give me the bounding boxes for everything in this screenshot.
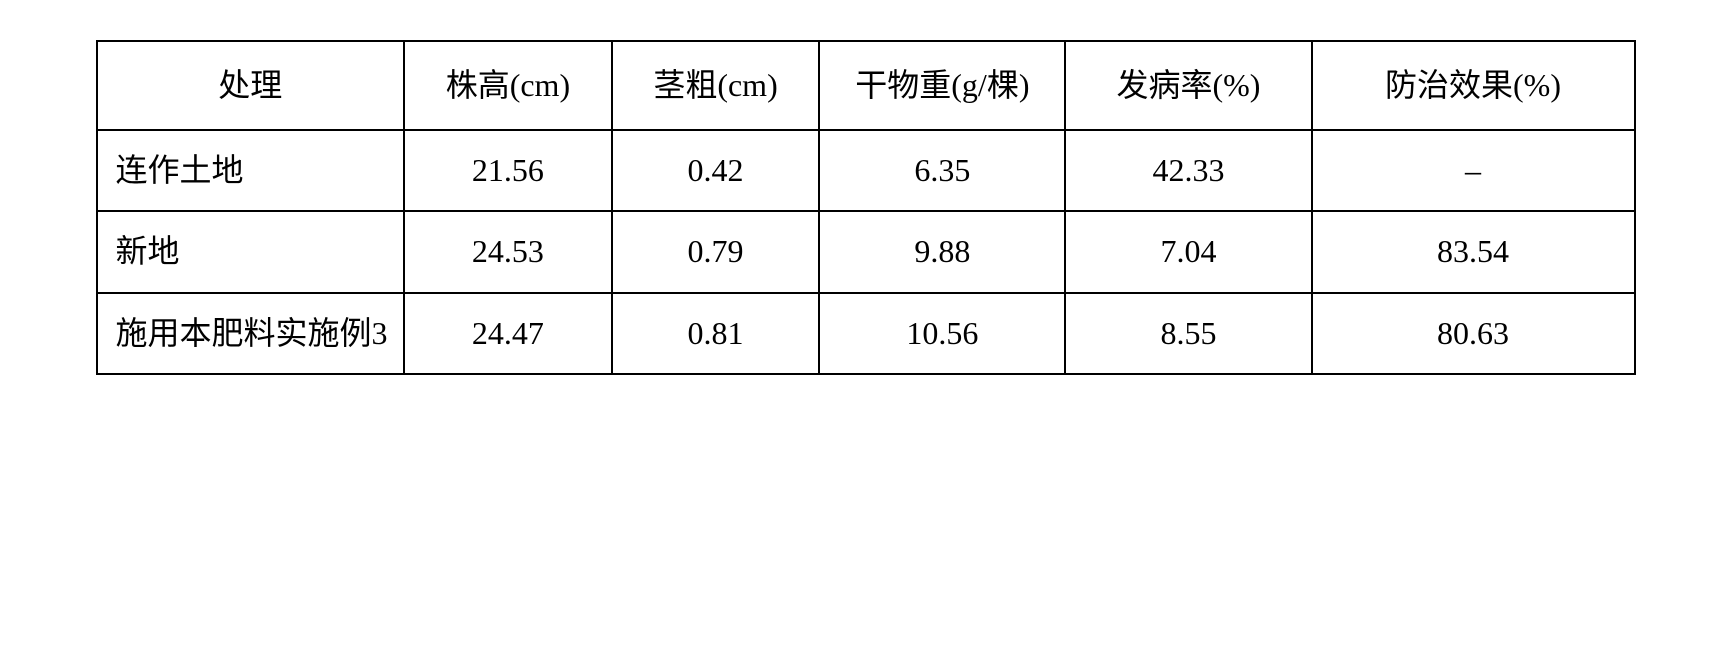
cell-incidence: 8.55 — [1065, 293, 1311, 374]
cell-plant-height: 24.53 — [404, 211, 612, 292]
col-header-dry-weight: 干物重(g/棵) — [819, 41, 1065, 130]
table-header: 处理 株高(cm) 茎粗(cm) 干物重(g/棵) 发病率(%) 防治效果(%) — [97, 41, 1635, 130]
cell-control-effect: 83.54 — [1312, 211, 1635, 292]
cell-stem-diameter: 0.79 — [612, 211, 820, 292]
data-table-container: 处理 株高(cm) 茎粗(cm) 干物重(g/棵) 发病率(%) 防治效果(%)… — [96, 40, 1636, 375]
cell-dry-weight: 10.56 — [819, 293, 1065, 374]
table-body: 连作土地 21.56 0.42 6.35 42.33 – 新地 24.53 0.… — [97, 130, 1635, 374]
row-label: 施用本肥料实施例3 — [97, 293, 405, 374]
cell-control-effect: – — [1312, 130, 1635, 211]
cell-stem-diameter: 0.42 — [612, 130, 820, 211]
cell-plant-height: 21.56 — [404, 130, 612, 211]
col-header-stem-diameter: 茎粗(cm) — [612, 41, 820, 130]
table-row: 连作土地 21.56 0.42 6.35 42.33 – — [97, 130, 1635, 211]
cell-dry-weight: 6.35 — [819, 130, 1065, 211]
cell-stem-diameter: 0.81 — [612, 293, 820, 374]
header-row: 处理 株高(cm) 茎粗(cm) 干物重(g/棵) 发病率(%) 防治效果(%) — [97, 41, 1635, 130]
table-row: 新地 24.53 0.79 9.88 7.04 83.54 — [97, 211, 1635, 292]
col-header-plant-height: 株高(cm) — [404, 41, 612, 130]
experiment-table: 处理 株高(cm) 茎粗(cm) 干物重(g/棵) 发病率(%) 防治效果(%)… — [96, 40, 1636, 375]
col-header-incidence: 发病率(%) — [1065, 41, 1311, 130]
cell-incidence: 7.04 — [1065, 211, 1311, 292]
row-label: 连作土地 — [97, 130, 405, 211]
cell-incidence: 42.33 — [1065, 130, 1311, 211]
row-label: 新地 — [97, 211, 405, 292]
cell-dry-weight: 9.88 — [819, 211, 1065, 292]
col-header-treatment: 处理 — [97, 41, 405, 130]
cell-plant-height: 24.47 — [404, 293, 612, 374]
table-row: 施用本肥料实施例3 24.47 0.81 10.56 8.55 80.63 — [97, 293, 1635, 374]
col-header-control-effect: 防治效果(%) — [1312, 41, 1635, 130]
cell-control-effect: 80.63 — [1312, 293, 1635, 374]
